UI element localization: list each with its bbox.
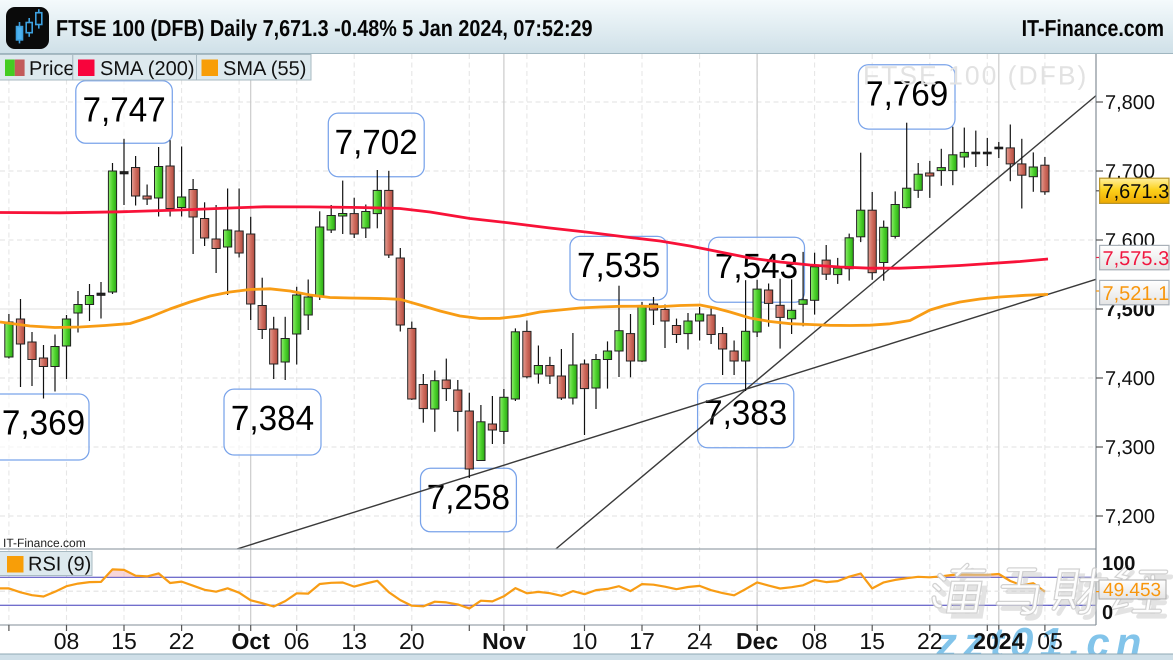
svg-text:05: 05: [1037, 628, 1063, 654]
svg-text:7,769: 7,769: [865, 75, 948, 114]
svg-text:13: 13: [341, 628, 367, 654]
svg-text:7,400: 7,400: [1105, 368, 1155, 390]
svg-text:SMA (55): SMA (55): [223, 58, 306, 80]
svg-text:Oct: Oct: [232, 628, 271, 654]
svg-text:IT-Finance.com: IT-Finance.com: [3, 536, 86, 550]
svg-text:20: 20: [399, 628, 425, 654]
svg-text:7,258: 7,258: [427, 478, 510, 517]
svg-text:10: 10: [572, 628, 598, 654]
svg-text:7,535: 7,535: [577, 246, 660, 285]
svg-text:49.453: 49.453: [1103, 580, 1161, 601]
svg-text:08: 08: [54, 628, 80, 654]
svg-text:24: 24: [687, 628, 713, 654]
svg-text:0: 0: [1102, 602, 1113, 624]
svg-text:7,300: 7,300: [1105, 437, 1155, 459]
svg-text:08: 08: [802, 628, 828, 654]
svg-text:7,800: 7,800: [1105, 92, 1155, 114]
svg-text:100: 100: [1102, 553, 1135, 575]
svg-text:17: 17: [629, 628, 655, 654]
svg-text:7,747: 7,747: [82, 91, 165, 130]
svg-text:7,702: 7,702: [335, 123, 418, 162]
svg-text:Dec: Dec: [736, 628, 778, 654]
svg-text:7,369: 7,369: [2, 404, 85, 443]
svg-text:FTSE 100 (DFB): FTSE 100 (DFB): [863, 61, 1088, 91]
svg-text:Price: Price: [29, 58, 75, 80]
svg-text:7,521.1: 7,521.1: [1103, 283, 1170, 305]
svg-text:7,700: 7,700: [1105, 161, 1155, 183]
svg-text:7,200: 7,200: [1105, 506, 1155, 528]
svg-text:zzt01.cn: zzt01.cn: [935, 619, 1147, 660]
svg-text:22: 22: [917, 628, 943, 654]
svg-text:IT-Finance.com: IT-Finance.com: [1022, 15, 1164, 41]
svg-text:22: 22: [169, 628, 195, 654]
svg-text:Nov: Nov: [482, 628, 526, 654]
svg-text:RSI (9): RSI (9): [28, 554, 91, 576]
svg-text:7,671.3: 7,671.3: [1103, 181, 1170, 203]
svg-text:15: 15: [859, 628, 885, 654]
svg-text:15: 15: [111, 628, 137, 654]
svg-text:FTSE 100 (DFB) Daily 7,671.3 -: FTSE 100 (DFB) Daily 7,671.3 -0.48% 5 Ja…: [56, 15, 593, 41]
svg-text:7,384: 7,384: [231, 399, 314, 438]
svg-text:SMA (200): SMA (200): [100, 58, 194, 80]
svg-text:06: 06: [284, 628, 310, 654]
svg-text:7,575.3: 7,575.3: [1103, 248, 1170, 270]
svg-text:2024: 2024: [973, 628, 1024, 654]
